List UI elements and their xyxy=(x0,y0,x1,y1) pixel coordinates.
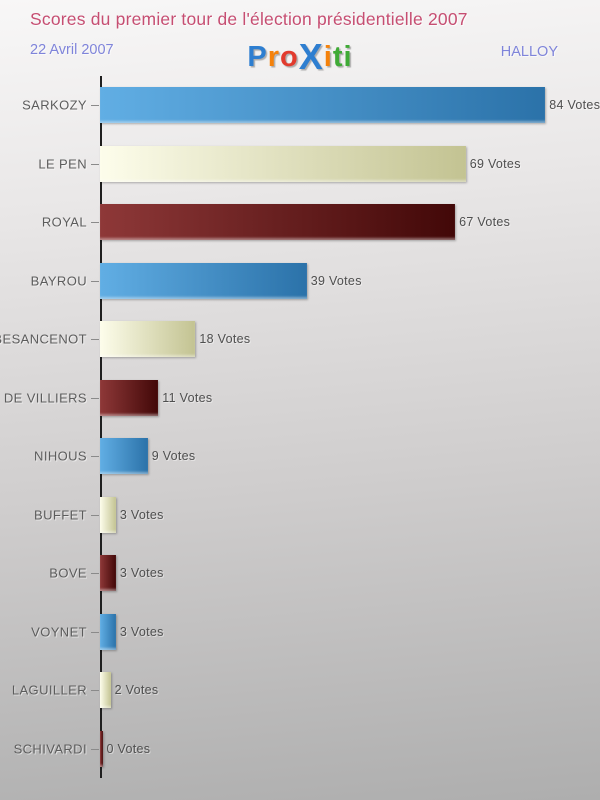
chart-row: BESANCENOT 18 Votes xyxy=(0,310,600,369)
candidate-label: BUFFET xyxy=(34,507,87,523)
candidate-label: LE PEN xyxy=(38,156,87,172)
logo-letter: P xyxy=(247,41,268,73)
category-label-cell: BUFFET xyxy=(0,486,100,545)
chart-row: BUFFET 3 Votes xyxy=(0,486,600,545)
category-label-cell: VOYNET xyxy=(0,603,100,662)
vote-count-label: 11 Votes xyxy=(162,390,213,405)
axis-tick xyxy=(91,456,99,458)
vote-count-label: 67 Votes xyxy=(459,215,511,230)
candidate-label: NIHOUS xyxy=(34,448,87,464)
candidate-label: SARKOZY xyxy=(22,97,87,113)
candidate-label: DE VILLIERS xyxy=(3,390,87,406)
y-axis-line xyxy=(100,76,102,778)
chart-row: LE PEN 69 Votes xyxy=(0,135,600,194)
bar-chart: SARKOZY 84 Votes LE PEN 69 Votes ROYAL 67 Vot… xyxy=(0,76,600,778)
axis-tick xyxy=(91,339,99,341)
category-label-cell: SCHIVARDI xyxy=(0,720,100,779)
chart-row: NIHOUS 9 Votes xyxy=(0,427,600,486)
candidate-label: BOVE xyxy=(49,565,87,581)
category-label-cell: LE PEN xyxy=(0,135,100,194)
axis-tick xyxy=(91,514,99,516)
vote-count-label: 3 Votes xyxy=(119,624,164,639)
category-label-cell: NIHOUS xyxy=(0,427,100,486)
axis-tick xyxy=(91,397,99,399)
proxiti-logo: ProXiti xyxy=(0,36,600,78)
logo-letter: o xyxy=(280,41,299,73)
vote-count-label: 2 Votes xyxy=(114,683,159,698)
vote-count-label: 3 Votes xyxy=(119,566,164,581)
chart-row: LAGUILLER 2 Votes xyxy=(0,661,600,720)
candidate-label: ROYAL xyxy=(41,214,87,230)
vote-count-label: 3 Votes xyxy=(119,507,164,522)
axis-tick xyxy=(91,280,99,282)
category-label-cell: SARKOZY xyxy=(0,76,100,135)
logo-letter: i xyxy=(323,41,333,73)
logo-letter: i xyxy=(343,41,353,73)
chart-row: ROYAL 67 Votes xyxy=(0,193,600,252)
logo-letter: t xyxy=(332,41,344,73)
vote-count-label: 18 Votes xyxy=(199,332,251,347)
axis-tick xyxy=(91,105,99,107)
candidate-label: VOYNET xyxy=(31,624,87,640)
axis-tick xyxy=(91,163,99,165)
chart-row: DE VILLIERS 11 Votes xyxy=(0,369,600,428)
vote-bar xyxy=(100,262,307,299)
chart-row: VOYNET 3 Votes xyxy=(0,603,600,662)
vote-bar xyxy=(100,613,116,650)
category-label-cell: BAYROU xyxy=(0,252,100,311)
election-date: 22 Avril 2007 xyxy=(30,42,114,58)
chart-row: SARKOZY 84 Votes xyxy=(0,76,600,135)
vote-bar xyxy=(100,438,148,475)
chart-row: BOVE 3 Votes xyxy=(0,544,600,603)
axis-tick xyxy=(91,631,99,633)
axis-tick xyxy=(91,748,99,750)
axis-tick xyxy=(91,573,99,575)
vote-bar xyxy=(100,672,111,709)
page-title: Scores du premier tour de l'élection pré… xyxy=(30,9,468,29)
vote-count-label: 39 Votes xyxy=(310,273,362,288)
vote-count-label: 9 Votes xyxy=(151,449,196,464)
vote-bar xyxy=(100,555,116,592)
vote-count-label: 84 Votes xyxy=(549,98,600,113)
vote-bar xyxy=(100,87,546,124)
chart-row: BAYROU 39 Votes xyxy=(0,252,600,311)
category-label-cell: DE VILLIERS xyxy=(0,369,100,428)
vote-bar xyxy=(100,379,159,416)
vote-bar xyxy=(100,496,116,533)
commune-name: HALLOY xyxy=(500,44,558,60)
axis-tick xyxy=(91,690,99,692)
logo-letter: r xyxy=(267,41,281,73)
category-label-cell: ROYAL xyxy=(0,193,100,252)
candidate-label: BESANCENOT xyxy=(0,331,87,347)
candidate-label: LAGUILLER xyxy=(11,682,87,698)
logo-letter: X xyxy=(298,36,324,77)
vote-count-label: 69 Votes xyxy=(469,156,521,171)
vote-bar xyxy=(100,321,196,358)
category-label-cell: LAGUILLER xyxy=(0,661,100,720)
vote-count-label: 0 Votes xyxy=(106,741,151,756)
chart-row: SCHIVARDI 0 Votes xyxy=(0,720,600,779)
vote-bar xyxy=(100,730,103,767)
candidate-label: BAYROU xyxy=(30,273,87,289)
vote-bar xyxy=(100,204,456,241)
axis-tick xyxy=(91,222,99,224)
category-label-cell: BOVE xyxy=(0,544,100,603)
candidate-label: SCHIVARDI xyxy=(13,741,87,757)
vote-bar xyxy=(100,145,466,182)
category-label-cell: BESANCENOT xyxy=(0,310,100,369)
